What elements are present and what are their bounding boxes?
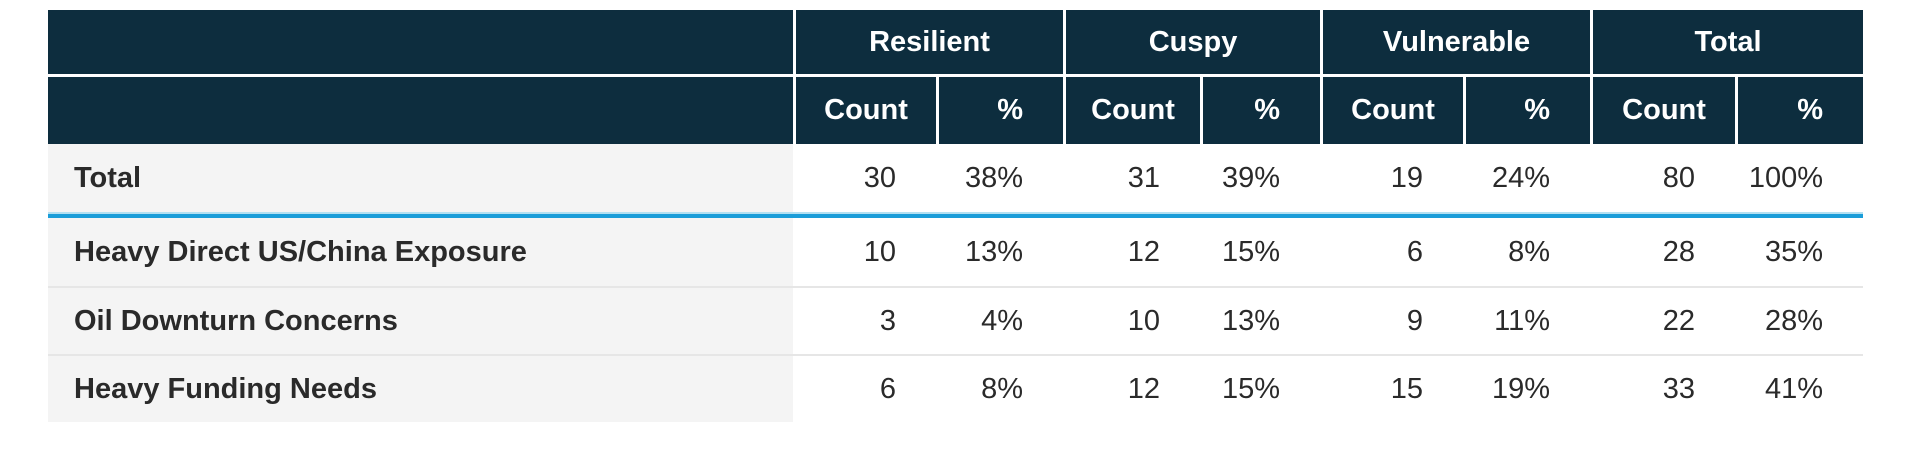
cell-value: 35% bbox=[1735, 218, 1864, 286]
cell-value: 22 bbox=[1590, 286, 1736, 354]
group-header-resilient: Resilient bbox=[793, 10, 1063, 77]
cell-value: 10 bbox=[793, 218, 936, 286]
cell-value: 80 bbox=[1590, 144, 1736, 212]
col-header-resilient-count: Count bbox=[793, 77, 936, 144]
row-label: Oil Downturn Concerns bbox=[48, 286, 793, 354]
table-row-us-china-exposure: Heavy Direct US/China Exposure 10 13% 12… bbox=[48, 218, 1864, 286]
cell-value: 38% bbox=[936, 144, 1063, 212]
cell-value: 15 bbox=[1320, 354, 1464, 422]
table-row-funding-needs: Heavy Funding Needs 6 8% 12 15% 15 19% 3… bbox=[48, 354, 1864, 422]
cell-value: 9 bbox=[1320, 286, 1464, 354]
cell-value: 12 bbox=[1063, 218, 1200, 286]
group-header-vulnerable: Vulnerable bbox=[1320, 10, 1591, 77]
cell-value: 3 bbox=[793, 286, 936, 354]
total-separator-line bbox=[48, 212, 1864, 218]
corner-blank-cell bbox=[48, 10, 793, 77]
cell-value: 41% bbox=[1735, 354, 1864, 422]
cell-value: 13% bbox=[936, 218, 1063, 286]
cell-value: 19% bbox=[1463, 354, 1591, 422]
row-label: Heavy Direct US/China Exposure bbox=[48, 218, 793, 286]
table-row-oil-downturn: Oil Downturn Concerns 3 4% 10 13% 9 11% … bbox=[48, 286, 1864, 354]
cell-value: 12 bbox=[1063, 354, 1200, 422]
table-row-total: Total 30 38% 31 39% 19 24% 80 100% bbox=[48, 144, 1864, 212]
cell-value: 13% bbox=[1200, 286, 1321, 354]
corner-blank-cell bbox=[48, 77, 793, 144]
cell-value: 24% bbox=[1463, 144, 1591, 212]
cell-value: 28 bbox=[1590, 218, 1736, 286]
sub-header-row: Count % Count % Count % Count % bbox=[48, 77, 1864, 144]
cell-value: 19 bbox=[1320, 144, 1464, 212]
table-body: Total 30 38% 31 39% 19 24% 80 100% Heavy… bbox=[48, 144, 1864, 422]
group-header-cuspy: Cuspy bbox=[1063, 10, 1321, 77]
cell-value: 33 bbox=[1590, 354, 1736, 422]
col-header-total-count: Count bbox=[1590, 77, 1736, 144]
col-header-cuspy-pct: % bbox=[1200, 77, 1321, 144]
cell-value: 28% bbox=[1735, 286, 1864, 354]
group-header-row: Resilient Cuspy Vulnerable Total bbox=[48, 10, 1864, 77]
cell-value: 30 bbox=[793, 144, 936, 212]
col-header-vulnerable-pct: % bbox=[1463, 77, 1591, 144]
row-label: Heavy Funding Needs bbox=[48, 354, 793, 422]
cell-value: 11% bbox=[1463, 286, 1591, 354]
cell-value: 39% bbox=[1200, 144, 1321, 212]
cell-value: 31 bbox=[1063, 144, 1200, 212]
group-header-total: Total bbox=[1590, 10, 1864, 77]
cell-value: 15% bbox=[1200, 218, 1321, 286]
blue-divider bbox=[48, 212, 1864, 218]
cell-value: 6 bbox=[1320, 218, 1464, 286]
cell-value: 10 bbox=[1063, 286, 1200, 354]
col-header-cuspy-count: Count bbox=[1063, 77, 1200, 144]
table-header: Resilient Cuspy Vulnerable Total Count %… bbox=[48, 10, 1864, 144]
cell-value: 4% bbox=[936, 286, 1063, 354]
col-header-vulnerable-count: Count bbox=[1320, 77, 1464, 144]
data-table: Resilient Cuspy Vulnerable Total Count %… bbox=[48, 10, 1864, 422]
row-label: Total bbox=[48, 144, 793, 212]
cell-value: 100% bbox=[1735, 144, 1864, 212]
cell-value: 8% bbox=[936, 354, 1063, 422]
col-header-total-pct: % bbox=[1735, 77, 1864, 144]
col-header-resilient-pct: % bbox=[936, 77, 1063, 144]
cell-value: 8% bbox=[1463, 218, 1591, 286]
cell-value: 15% bbox=[1200, 354, 1321, 422]
cell-value: 6 bbox=[793, 354, 936, 422]
